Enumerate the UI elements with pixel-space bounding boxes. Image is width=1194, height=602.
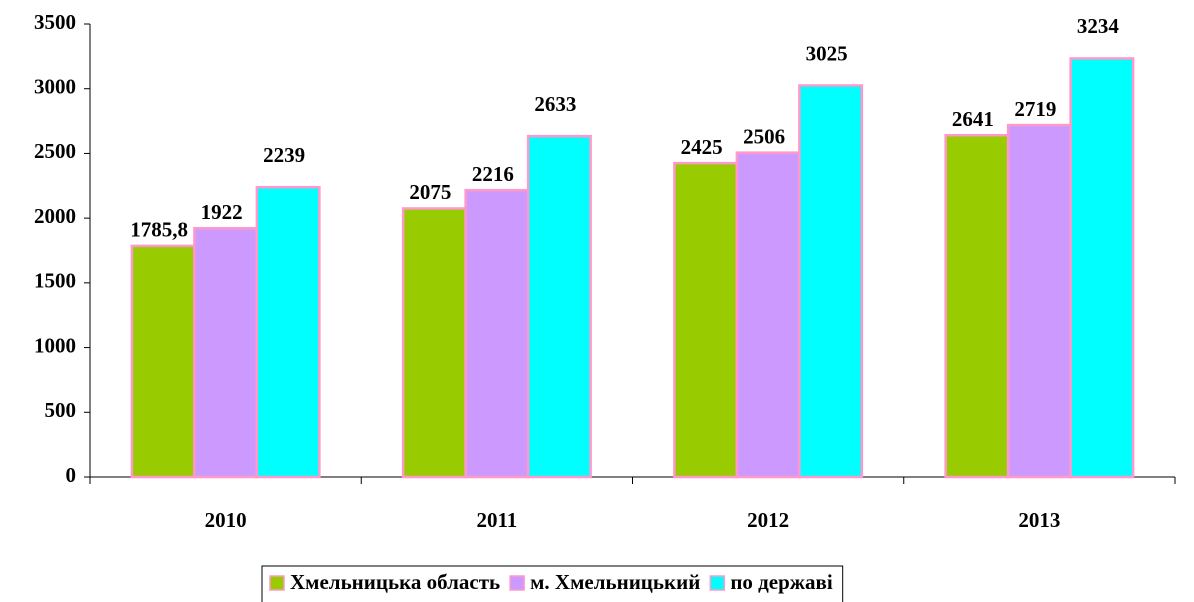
bar xyxy=(193,226,259,479)
y-tick-label: 0 xyxy=(66,463,77,487)
value-label: 2506 xyxy=(743,124,785,148)
legend-label: Хмельницька область xyxy=(290,570,500,594)
bar xyxy=(130,244,196,479)
legend-swatch xyxy=(509,575,525,591)
bar xyxy=(255,185,321,479)
bar xyxy=(944,133,1010,479)
value-label: 1922 xyxy=(201,200,243,224)
bar xyxy=(1069,57,1135,479)
x-tick-label: 2010 xyxy=(205,508,247,532)
value-label: 3025 xyxy=(806,41,848,65)
value-label: 2633 xyxy=(534,92,576,116)
y-tick-label: 3500 xyxy=(34,10,76,34)
bar xyxy=(735,151,801,479)
value-label: 2425 xyxy=(681,135,723,159)
value-label: 3234 xyxy=(1077,14,1120,38)
legend-box xyxy=(261,565,844,602)
value-label: 2719 xyxy=(1014,97,1056,121)
bar xyxy=(673,161,739,479)
value-label: 2641 xyxy=(952,107,994,131)
legend-swatch xyxy=(269,575,285,591)
legend-label: по державі xyxy=(730,570,833,594)
value-label: 2239 xyxy=(263,143,305,167)
legend: Хмельницька область м. Хмельницький по дер… xyxy=(261,565,844,602)
value-label: 2216 xyxy=(472,162,514,186)
y-tick-label: 1500 xyxy=(34,269,76,293)
bar xyxy=(1006,123,1072,479)
y-tick-label: 2000 xyxy=(34,204,76,228)
bar xyxy=(464,188,530,479)
bar xyxy=(526,134,592,479)
y-tick-label: 2500 xyxy=(34,139,76,163)
x-tick-label: 2013 xyxy=(1018,508,1060,532)
bar xyxy=(798,84,864,479)
value-label: 2075 xyxy=(409,180,451,204)
legend-label: м. Хмельницький xyxy=(530,570,700,594)
y-tick-label: 500 xyxy=(45,398,77,422)
value-label: 1785,8 xyxy=(130,218,188,242)
x-tick-label: 2011 xyxy=(476,508,517,532)
x-tick-label: 2012 xyxy=(747,508,789,532)
legend-swatch xyxy=(709,575,726,591)
y-tick-label: 3000 xyxy=(34,75,76,99)
y-tick-label: 1000 xyxy=(34,333,76,357)
bar xyxy=(401,207,467,479)
